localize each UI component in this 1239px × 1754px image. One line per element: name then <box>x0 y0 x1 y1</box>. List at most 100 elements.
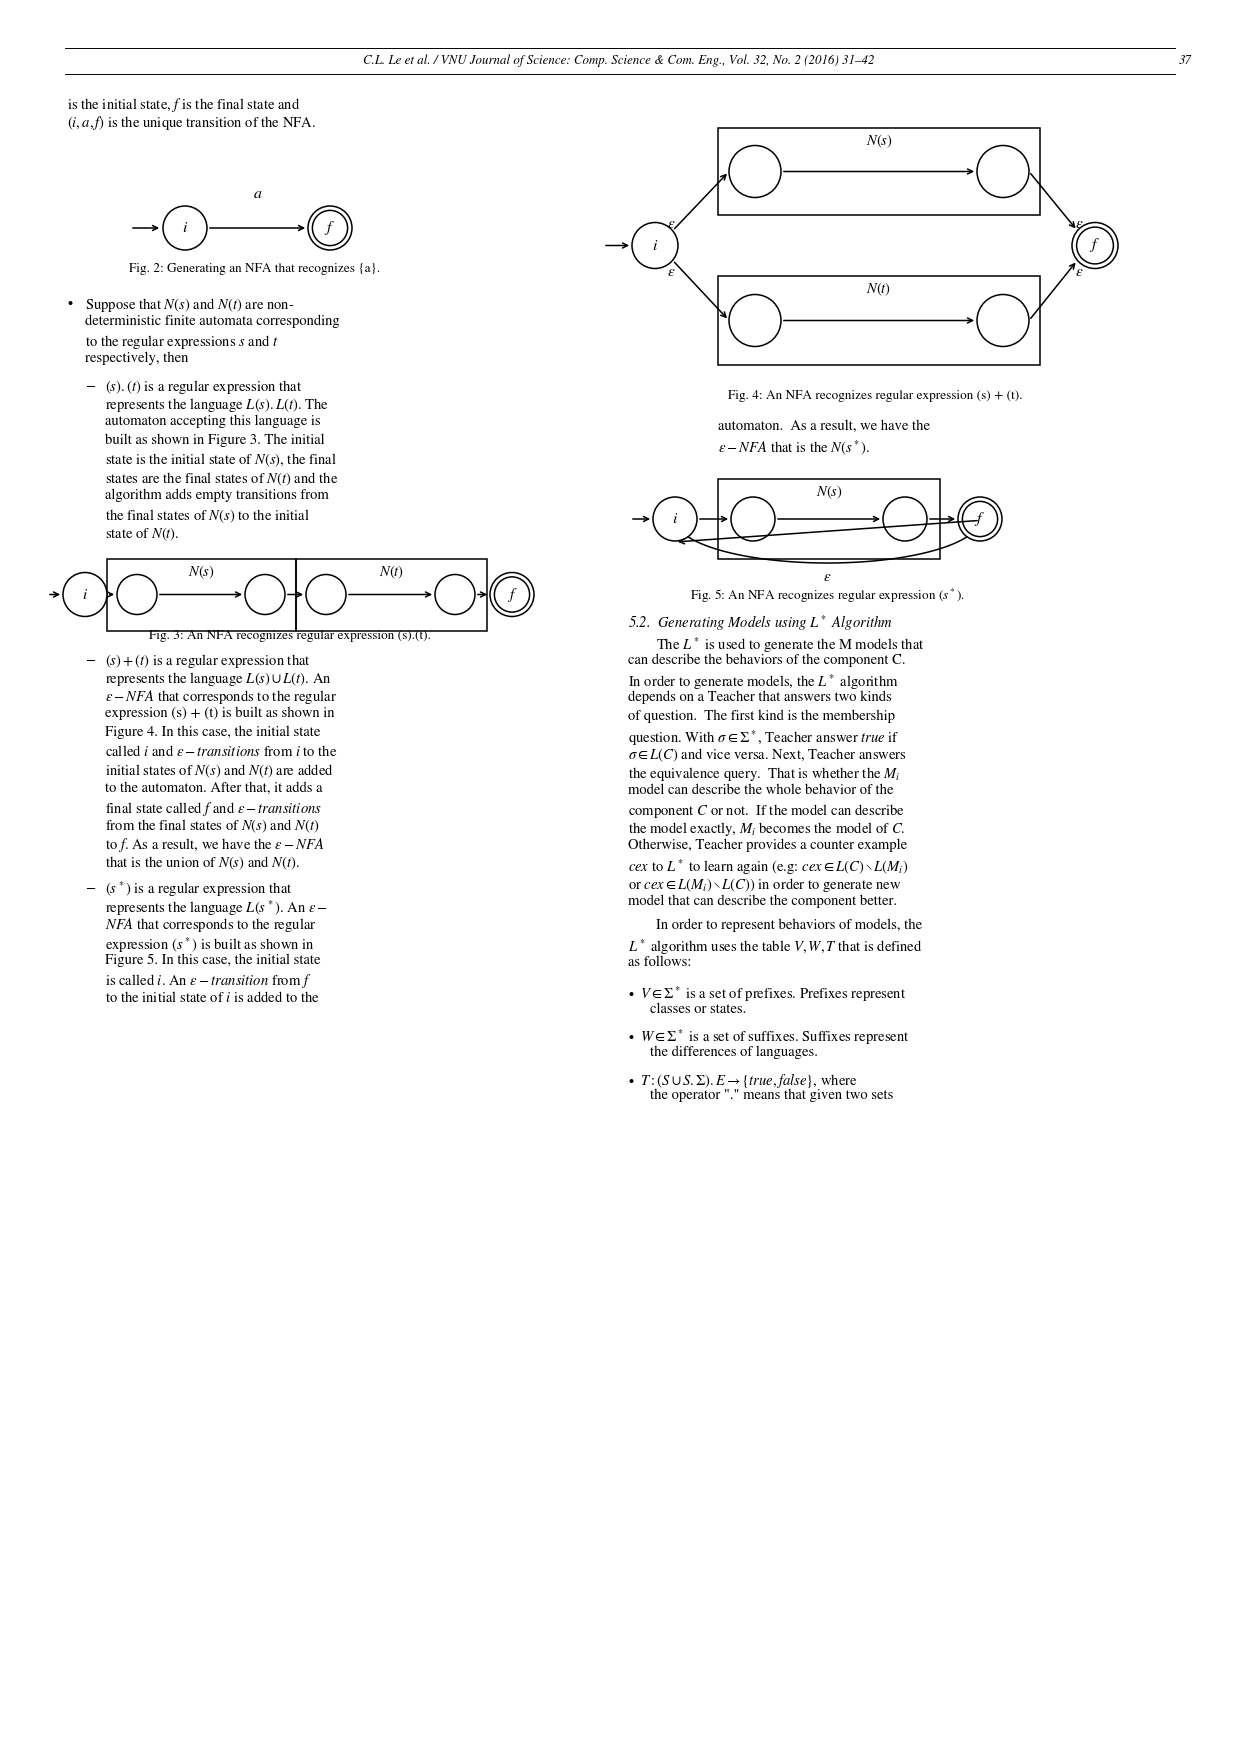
Text: initial states of $N(s)$ and $N(t)$ are added: initial states of $N(s)$ and $N(t)$ are … <box>105 763 333 781</box>
Circle shape <box>164 205 207 251</box>
Text: is called $i$. An $\epsilon - transition$ from $f$: is called $i$. An $\epsilon - transition… <box>105 972 311 989</box>
Text: $\epsilon - NFA$ that is the $N(s^*)$.: $\epsilon - NFA$ that is the $N(s^*)$. <box>717 438 870 458</box>
Text: $N(s)$: $N(s)$ <box>815 484 843 502</box>
Text: automaton.  As a result, we have the: automaton. As a result, we have the <box>717 419 930 433</box>
Bar <box>296 558 487 630</box>
Text: as follows:: as follows: <box>628 956 691 970</box>
Text: built as shown in Figure 3. The initial: built as shown in Figure 3. The initial <box>105 433 325 447</box>
Circle shape <box>63 572 107 616</box>
Text: that is the union of $N(s)$ and $N(t)$.: that is the union of $N(s)$ and $N(t)$. <box>105 854 300 872</box>
Text: $N(s)$: $N(s)$ <box>866 133 892 151</box>
Text: the equivalence query.  That is whether the $M_i$: the equivalence query. That is whether t… <box>628 765 901 782</box>
Circle shape <box>958 496 1002 540</box>
Text: of question.  The first kind is the membership: of question. The first kind is the membe… <box>628 710 895 723</box>
Text: the final states of $N(s)$ to the initial: the final states of $N(s)$ to the initia… <box>105 507 310 524</box>
Text: represents the language $L(s).L(t)$. The: represents the language $L(s).L(t)$. The <box>105 396 330 414</box>
Text: Fig. 3: An NFA recognizes regular expression (s).(t).: Fig. 3: An NFA recognizes regular expres… <box>149 630 431 642</box>
Text: the model exactly, $M_i$ becomes the model of $C$.: the model exactly, $M_i$ becomes the mod… <box>628 821 906 838</box>
Text: $\bullet$  $W \in \Sigma^*$ is a set of suffixes. Suffixes represent: $\bullet$ $W \in \Sigma^*$ is a set of s… <box>628 1028 909 1047</box>
Text: algorithm adds empty transitions from: algorithm adds empty transitions from <box>105 489 328 502</box>
Text: In order to represent behaviors of models, the: In order to represent behaviors of model… <box>655 919 922 933</box>
Text: deterministic finite automata corresponding: deterministic finite automata correspond… <box>85 314 339 328</box>
Text: $-$: $-$ <box>85 651 97 665</box>
Text: 5.2.  Generating Models using $L^*$ Algorithm: 5.2. Generating Models using $L^*$ Algor… <box>628 612 893 633</box>
Text: states are the final states of $N(t)$ and the: states are the final states of $N(t)$ an… <box>105 470 338 488</box>
Text: $i$: $i$ <box>672 512 678 526</box>
Text: depends on a Teacher that answers two kinds: depends on a Teacher that answers two ki… <box>628 691 892 705</box>
Text: $(s).(t)$ is a regular expression that: $(s).(t)$ is a regular expression that <box>105 379 302 396</box>
Text: $\bullet$  $V \in \Sigma^*$ is a set of prefixes. Prefixes represent: $\bullet$ $V \in \Sigma^*$ is a set of p… <box>628 984 907 1003</box>
Text: $-$: $-$ <box>85 379 97 391</box>
Circle shape <box>1072 223 1118 268</box>
Circle shape <box>435 575 475 614</box>
Text: the differences of languages.: the differences of languages. <box>650 1045 818 1059</box>
Text: $\bullet$  $T : (S \cup S.\Sigma).E \rightarrow \{true, false\}$, where: $\bullet$ $T : (S \cup S.\Sigma).E \righ… <box>628 1070 857 1089</box>
Circle shape <box>116 575 157 614</box>
Text: to the automaton. After that, it adds a: to the automaton. After that, it adds a <box>105 781 322 795</box>
Text: $-$: $-$ <box>85 879 97 893</box>
Text: $\epsilon$: $\epsilon$ <box>667 265 675 279</box>
Text: $\epsilon$: $\epsilon$ <box>667 217 675 232</box>
Text: $\epsilon - NFA$ that corresponds to the regular: $\epsilon - NFA$ that corresponds to the… <box>105 689 337 707</box>
Circle shape <box>883 496 927 540</box>
Text: $(i, a, f)$ is the unique transition of the NFA.: $(i, a, f)$ is the unique transition of … <box>67 114 316 133</box>
Circle shape <box>309 205 352 251</box>
Text: $f$: $f$ <box>325 219 336 237</box>
Circle shape <box>731 496 776 540</box>
Text: Otherwise, Teacher provides a counter example: Otherwise, Teacher provides a counter ex… <box>628 838 907 852</box>
Text: Fig. 4: An NFA recognizes regular expression (s) + (t).: Fig. 4: An NFA recognizes regular expres… <box>727 389 1022 402</box>
Circle shape <box>978 146 1030 198</box>
Text: represents the language $L(s^*)$. An $\epsilon -$: represents the language $L(s^*)$. An $\e… <box>105 898 328 917</box>
Bar <box>717 128 1040 216</box>
Text: $NFA$ that corresponds to the regular: $NFA$ that corresponds to the regular <box>105 917 316 935</box>
Circle shape <box>978 295 1030 347</box>
Text: expression $(s^*)$ is built as shown in: expression $(s^*)$ is built as shown in <box>105 935 315 954</box>
Bar <box>717 275 1040 365</box>
Text: $i$: $i$ <box>182 221 188 235</box>
Text: $i$: $i$ <box>82 588 88 602</box>
Bar <box>717 479 940 560</box>
Text: $N(t)$: $N(t)$ <box>379 563 404 581</box>
Text: C.L. Le et al. / VNU Journal of Science: Comp. Science & Com. Eng., Vol. 32, No.: C.L. Le et al. / VNU Journal of Science:… <box>363 54 875 67</box>
Text: is the initial state, $f$ is the final state and: is the initial state, $f$ is the final s… <box>67 96 300 114</box>
Text: component $C$ or not.  If the model can describe: component $C$ or not. If the model can d… <box>628 802 906 821</box>
Text: $\epsilon$: $\epsilon$ <box>1074 265 1083 279</box>
Text: $N(s)$: $N(s)$ <box>188 563 214 581</box>
Text: In order to generate models, the $L^*$ algorithm: In order to generate models, the $L^*$ a… <box>628 672 898 693</box>
Text: from the final states of $N(s)$ and $N(t)$: from the final states of $N(s)$ and $N(t… <box>105 817 320 835</box>
Text: $(s) + (t)$ is a regular expression that: $(s) + (t)$ is a regular expression that <box>105 651 311 670</box>
Text: $N(t)$: $N(t)$ <box>866 281 892 298</box>
Text: Fig. 5: An NFA recognizes regular expression ($s^*$).: Fig. 5: An NFA recognizes regular expres… <box>690 588 965 605</box>
Text: $f$: $f$ <box>507 586 518 603</box>
Text: expression (s) + (t) is built as shown in: expression (s) + (t) is built as shown i… <box>105 707 335 721</box>
Text: final state called $f$ and $\epsilon - transitions$: final state called $f$ and $\epsilon - t… <box>105 800 322 817</box>
Text: The $L^*$ is used to generate the M models that: The $L^*$ is used to generate the M mode… <box>655 635 924 654</box>
Text: $i$: $i$ <box>652 239 658 253</box>
Circle shape <box>653 496 698 540</box>
Text: Suppose that $N(s)$ and $N(t)$ are non-: Suppose that $N(s)$ and $N(t)$ are non- <box>85 296 295 314</box>
Text: $cex$ to $L^*$ to learn again (e.g: $cex \in L(C) \setminus L(M_i)$: $cex$ to $L^*$ to learn again (e.g: $cex… <box>628 858 908 877</box>
Text: classes or states.: classes or states. <box>650 1003 746 1016</box>
Text: Fig. 2: Generating an NFA that recognizes {a}.: Fig. 2: Generating an NFA that recognize… <box>129 263 380 275</box>
Text: $a$: $a$ <box>253 188 263 202</box>
Circle shape <box>632 223 678 268</box>
Text: called $i$ and $\epsilon - transitions$ from $i$ to the: called $i$ and $\epsilon - transitions$ … <box>105 744 337 759</box>
Text: $(s^*)$ is a regular expression that: $(s^*)$ is a regular expression that <box>105 879 292 900</box>
Text: $L^*$ algorithm uses the table $V, W, T$ that is defined: $L^*$ algorithm uses the table $V, W, T$… <box>628 937 923 958</box>
Circle shape <box>489 572 534 616</box>
Text: $\sigma \in L(C)$ and vice versa. Next, Teacher answers: $\sigma \in L(C)$ and vice versa. Next, … <box>628 747 907 765</box>
Text: state of $N(t)$.: state of $N(t)$. <box>105 526 180 544</box>
Text: to $f$. As a result, we have the $\epsilon - NFA$: to $f$. As a result, we have the $\epsil… <box>105 837 325 854</box>
Text: represents the language $L(s) \cup L(t)$. An: represents the language $L(s) \cup L(t)$… <box>105 670 332 688</box>
Text: $f$: $f$ <box>974 510 985 528</box>
Text: model that can describe the component better.: model that can describe the component be… <box>628 895 897 909</box>
Text: the operator "." means that given two sets: the operator "." means that given two se… <box>650 1089 893 1103</box>
Bar <box>107 558 296 630</box>
Circle shape <box>729 146 781 198</box>
Text: or $cex \in L(M_i) \setminus L(C)$) in order to generate new: or $cex \in L(M_i) \setminus L(C)$) in o… <box>628 875 902 895</box>
Text: question. With $\sigma \in \Sigma^*$, Teacher answer $true$ if: question. With $\sigma \in \Sigma^*$, Te… <box>628 728 900 747</box>
Text: $\epsilon$: $\epsilon$ <box>823 572 831 584</box>
Text: state is the initial state of $N(s)$, the final: state is the initial state of $N(s)$, th… <box>105 453 337 470</box>
Text: $\epsilon$: $\epsilon$ <box>1074 217 1083 232</box>
Text: $f$: $f$ <box>1089 237 1100 254</box>
